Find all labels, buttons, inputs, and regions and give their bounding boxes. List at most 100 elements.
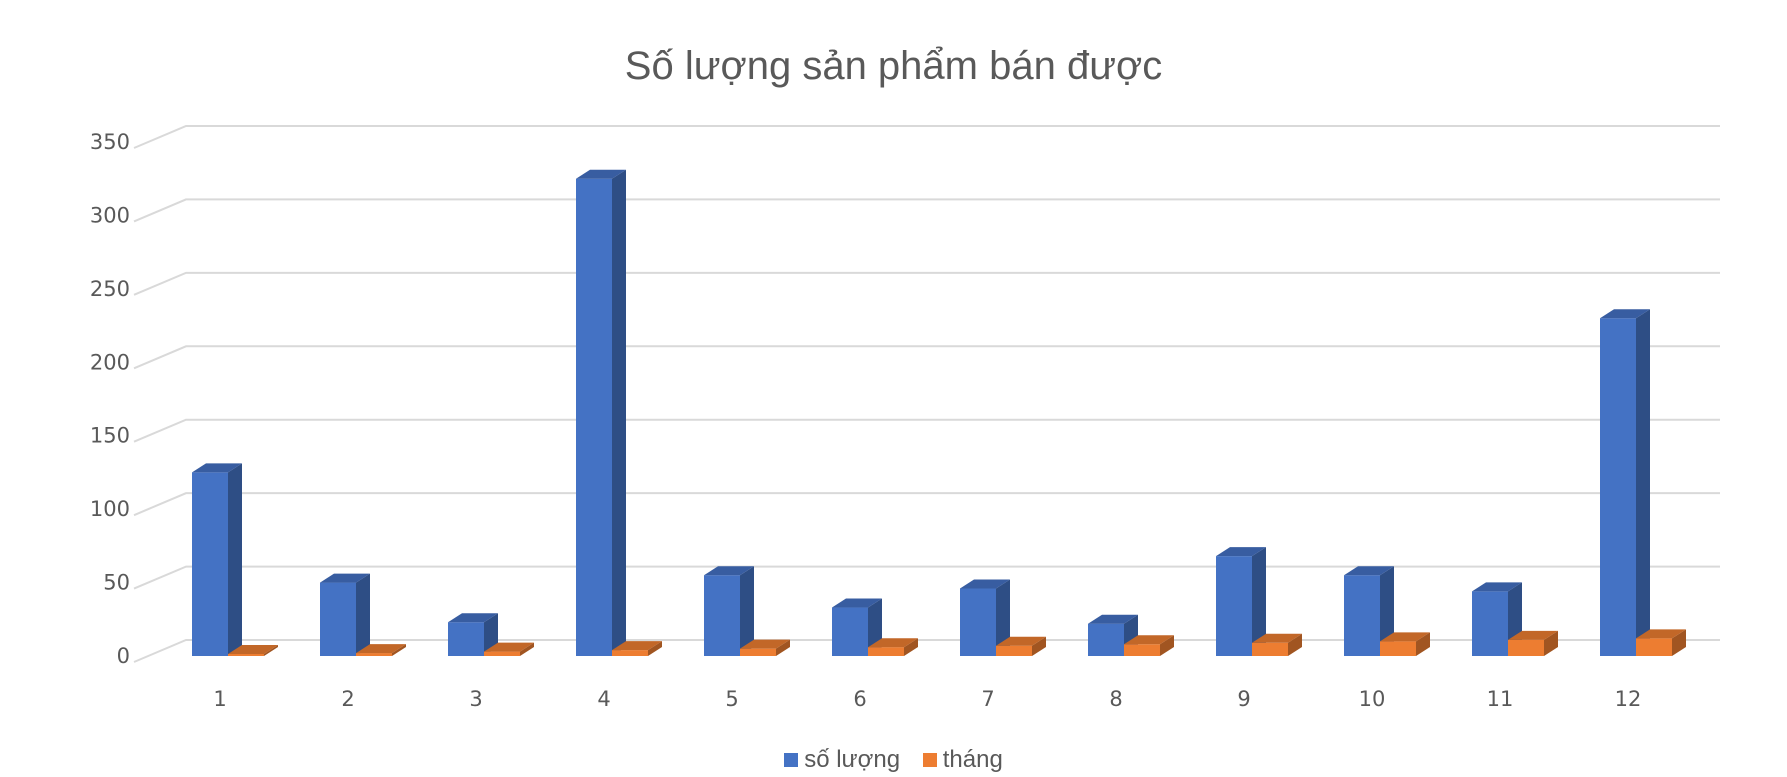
bar-top (832, 598, 882, 608)
bar-side (228, 463, 242, 656)
bar-front (740, 648, 776, 656)
bar-front (1472, 591, 1508, 656)
bar-thang-11 (1508, 630, 1558, 656)
legend-label-thang: tháng (942, 746, 1003, 773)
bar-side (1160, 635, 1174, 656)
x-tick-label: 5 (725, 687, 738, 711)
bar-side (1380, 566, 1394, 656)
bar-thang-1 (228, 645, 278, 656)
bar-front (228, 654, 264, 656)
legend: số lượng tháng (0, 746, 1787, 774)
bar-top (320, 573, 370, 583)
bar-top (192, 463, 242, 473)
bar-front (612, 650, 648, 656)
bar-front (1600, 318, 1636, 656)
bar-front (320, 582, 356, 656)
bar-front (576, 178, 612, 656)
x-tick-label: 3 (469, 687, 482, 711)
gridline (133, 271, 1720, 296)
bar-so-luong-4 (576, 169, 626, 656)
bar-top (612, 641, 662, 651)
bar-thang-6 (868, 638, 918, 656)
bar-front (704, 575, 740, 656)
gridline (133, 125, 1720, 149)
bar-side (1252, 547, 1266, 656)
bar-side (264, 645, 278, 656)
bar-front (1508, 639, 1544, 656)
gridline (133, 198, 1720, 223)
bar-side (356, 573, 370, 656)
bar-front (192, 472, 228, 656)
x-tick-label: 2 (341, 687, 354, 711)
legend-item-so-luong: số lượng (784, 746, 900, 774)
bar-top (1344, 566, 1394, 576)
bar-top (1088, 614, 1138, 624)
bar-top (1380, 632, 1430, 642)
bar-side (1032, 636, 1046, 656)
bar-front (996, 645, 1032, 656)
bar-front (1636, 638, 1672, 656)
x-tick-label: 12 (1615, 687, 1642, 711)
gridline (133, 345, 1720, 370)
legend-item-thang: tháng (922, 746, 1003, 774)
bar-so-luong-9 (1216, 547, 1266, 656)
x-tick-label: 1 (213, 687, 226, 711)
bar-side (612, 169, 626, 656)
bar-front (1088, 623, 1124, 656)
bar-top (1600, 309, 1650, 319)
x-tick-label: 6 (853, 687, 866, 711)
bar-top (484, 642, 534, 652)
bar-front (1380, 641, 1416, 656)
bar-side (1288, 633, 1302, 656)
y-tick-label: 300 (90, 203, 130, 227)
gridline (133, 565, 1720, 590)
bar-thang-3 (484, 642, 534, 656)
bar-front (1344, 575, 1380, 656)
bar-top (1472, 582, 1522, 592)
x-tick-label: 11 (1487, 687, 1514, 711)
x-tick-label: 9 (1237, 687, 1250, 711)
bar-top (1252, 633, 1302, 643)
bar-thang-12 (1636, 629, 1686, 656)
bar-so-luong-12 (1600, 309, 1650, 656)
bar-side (520, 642, 534, 656)
bar-top (868, 638, 918, 648)
bar-side (904, 638, 918, 656)
bar-top (740, 639, 790, 649)
legend-swatch-thang (922, 753, 937, 767)
bar-side (1544, 630, 1558, 656)
bar-top (996, 636, 1046, 646)
bar-side (1416, 632, 1430, 656)
chart-title: Số lượng sản phẩm bán được (624, 44, 1163, 88)
y-tick-label: 250 (90, 277, 130, 301)
bar-thang-8 (1124, 635, 1174, 656)
bar-front (356, 653, 392, 656)
gridline (133, 492, 1720, 517)
bar-so-luong-5 (704, 566, 754, 656)
bar-thang-10 (1380, 632, 1430, 656)
x-tick-label: 8 (1109, 687, 1122, 711)
bar-top (1216, 547, 1266, 557)
bar-top (356, 644, 406, 654)
bar-top (960, 579, 1010, 589)
x-tick-label: 10 (1359, 687, 1386, 711)
gridline (133, 639, 1720, 663)
bar-side (996, 579, 1010, 656)
y-tick-label: 50 (103, 571, 130, 595)
bar-front (832, 607, 868, 656)
bar-side (740, 566, 754, 656)
bar-thang-5 (740, 639, 790, 656)
legend-swatch-so-luong (784, 753, 799, 767)
bar-top (1636, 629, 1686, 639)
bar-top (1508, 630, 1558, 640)
y-tick-label: 350 (90, 130, 130, 154)
x-tick-label: 7 (981, 687, 994, 711)
bar-top (576, 169, 626, 179)
bar-so-luong-7 (960, 579, 1010, 656)
bar-side (648, 641, 662, 656)
bar-thang-9 (1252, 633, 1302, 656)
x-tick-label: 4 (597, 687, 610, 711)
bar-thang-2 (356, 644, 406, 656)
bar-front (448, 622, 484, 656)
